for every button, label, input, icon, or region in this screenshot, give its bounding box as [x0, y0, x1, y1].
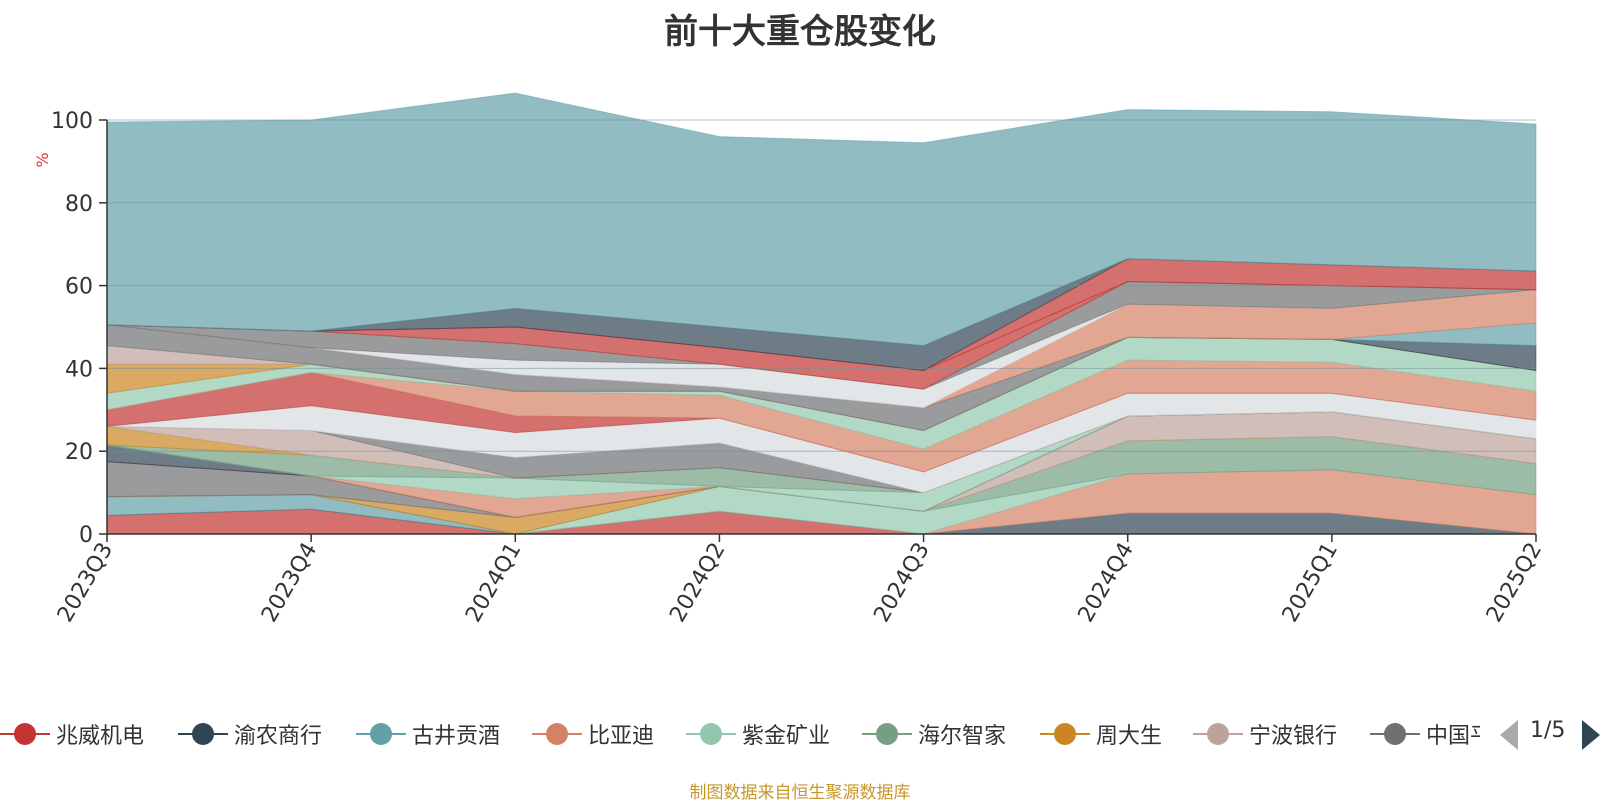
legend-marker-icon — [1193, 722, 1243, 746]
legend-marker-icon — [532, 722, 582, 746]
y-tick-label-3: 60 — [65, 275, 93, 300]
x-tick-label-0: 2023Q3 — [53, 539, 118, 627]
legend-marker-icon — [0, 722, 50, 746]
area-series-33 — [106, 92, 1537, 347]
y-tick-label-2: 40 — [65, 357, 93, 382]
x-tick-label-2: 2024Q1 — [461, 539, 526, 627]
legend-label: 周大生 — [1096, 724, 1163, 749]
legend-marker-icon — [862, 722, 912, 746]
legend-item[interactable]: 比亚迪 — [532, 716, 654, 752]
y-tick-label-0: 0 — [79, 523, 93, 548]
legend-pager: 1/5 — [1500, 718, 1600, 752]
legend-label: 古井贡酒 — [412, 724, 501, 749]
legend-item[interactable]: 海尔智家 — [862, 716, 1006, 752]
legend-item[interactable]: 古井贡酒 — [356, 716, 500, 752]
legend-label: 比亚迪 — [588, 724, 655, 749]
legend-marker-icon — [1370, 722, 1420, 746]
legend-item[interactable]: 周大生 — [1040, 716, 1162, 752]
legend-item[interactable]: 宁波银行 — [1193, 716, 1337, 752]
legend-item[interactable]: 中国平 — [1370, 716, 1480, 752]
y-tick-label-5: 100 — [51, 109, 93, 134]
legend-label: 中国平 — [1426, 724, 1480, 749]
area-series-group — [106, 92, 1537, 535]
grid-lines — [107, 119, 1536, 452]
x-tick-label-7: 2025Q2 — [1482, 539, 1547, 627]
legend-item[interactable]: 渝农商行 — [178, 716, 322, 752]
chart-title: 前十大重仓股变化 — [664, 12, 936, 52]
legend-label: 海尔智家 — [918, 724, 1007, 749]
legend-label: 兆威机电 — [56, 724, 145, 749]
legend-prev-page-icon[interactable] — [1500, 720, 1518, 750]
legend-marker-icon — [356, 722, 406, 746]
legend: 兆威机电 渝农商行 古井贡酒 比亚迪 紫金矿业 海尔智家 周大生 宁波银行 中国平 — [0, 716, 1480, 752]
x-tick-label-4: 2024Q3 — [869, 539, 934, 627]
legend-next-page-icon[interactable] — [1582, 720, 1600, 750]
legend-marker-icon — [178, 722, 228, 746]
x-tick-label-6: 2025Q1 — [1278, 539, 1343, 627]
y-tick-label-4: 80 — [65, 192, 93, 217]
x-tick-label-5: 2024Q4 — [1074, 539, 1139, 627]
legend-item[interactable]: 兆威机电 — [0, 716, 144, 752]
y-tick-label-1: 20 — [65, 440, 93, 465]
legend-label: 紫金矿业 — [742, 724, 831, 749]
legend-label: 宁波银行 — [1249, 724, 1338, 749]
legend-label: 渝农商行 — [234, 724, 323, 749]
y-axis-label: % — [33, 152, 52, 167]
x-tick-label-1: 2023Q4 — [257, 539, 322, 627]
source-note: 制图数据来自恒生聚源数据库 — [689, 783, 911, 803]
legend-marker-icon — [686, 722, 736, 746]
legend-page-indicator: 1/5 — [1530, 718, 1566, 743]
legend-marker-icon — [1040, 722, 1090, 746]
legend-item[interactable]: 紫金矿业 — [686, 716, 830, 752]
x-tick-label-3: 2024Q2 — [665, 539, 730, 627]
